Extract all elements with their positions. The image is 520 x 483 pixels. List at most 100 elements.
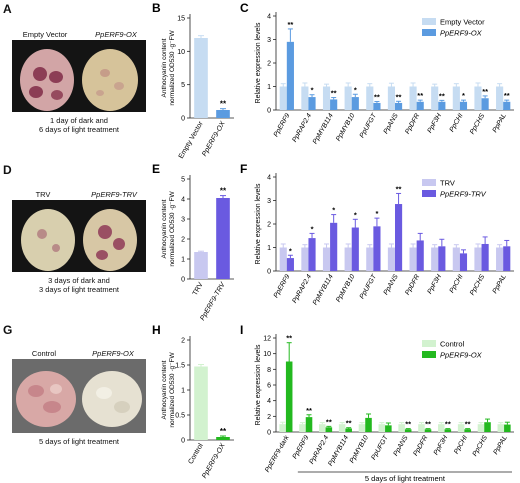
chart-i-xtick-label: PpERF9-dark: [264, 434, 291, 474]
chart-e-letter: E: [152, 162, 160, 176]
chart-f-xtick-label: PpCHS: [469, 273, 487, 297]
chart-i-legend-label: PpERF9-OX: [440, 351, 483, 360]
chart-c-xtick-label: PpCHI: [449, 112, 465, 133]
chart-f-bar: [286, 258, 294, 271]
chart-e-significance: **: [220, 187, 227, 196]
chart-c-bar: [409, 86, 417, 110]
chart-i-significance: **: [346, 419, 352, 428]
chart-c-legend-swatch: [422, 29, 436, 36]
chart-c-bar: [322, 86, 331, 110]
chart-f-significance: *: [354, 210, 357, 219]
chart-f-expression: F 0 1 2 3 4 Relative expression levels * PpERF9 *…: [240, 162, 514, 306]
chart-c-bar: [431, 86, 439, 110]
chart-c-significance: *: [462, 91, 465, 100]
chart-c-significance: *: [354, 85, 357, 94]
chart-h-letter: H: [152, 323, 161, 337]
chart-i-bar: [404, 429, 412, 432]
chart-c-bar: [279, 86, 287, 110]
chart-h-bar: [216, 437, 230, 440]
chart-f-ytick-label: 2: [267, 222, 271, 229]
chart-i-bar: [385, 425, 392, 432]
chart-c-bar: [416, 101, 424, 110]
chart-i-ylabel: Relative expression levels: [255, 344, 262, 425]
chart-f-xtick-label: PpDFR: [404, 273, 421, 296]
panel-letter-d: D: [3, 163, 12, 177]
chart-c-ylabel: Relative expression levels: [255, 22, 262, 103]
chart-h-ylabel-line2: normalized OD530 ·g⁻FW: [169, 351, 176, 427]
chart-i-legend-label: Control: [440, 340, 465, 349]
label-pperf9-trv: PpERF9-TRV: [91, 190, 137, 199]
chart-f-xtick-label: PpMYB114: [312, 273, 335, 306]
chart-e-ylabel-line2: normalized OD530 ·g⁻FW: [169, 190, 176, 266]
chart-e-ytick-label: 3: [181, 217, 185, 224]
chart-i-ytick-label: 4: [267, 398, 271, 405]
chart-e-anthocyanin: E 0 1 2 3 4 5 Anthocyanin content normalized OD5…: [152, 162, 234, 322]
chart-i-bar: [325, 427, 333, 432]
chart-b-bar: [194, 38, 208, 118]
chart-f-xtick-label: PpF3H: [426, 273, 443, 295]
chart-b-ylabel-line2: normalized OD530 ·g⁻FW: [169, 29, 176, 105]
chart-f-bar: [438, 246, 446, 271]
chart-i-group-label: 5 days of light treatment: [365, 474, 446, 483]
chart-i-ytick-label: 6: [267, 383, 271, 390]
chart-i-bar: [319, 424, 326, 432]
chart-c-significance: **: [482, 87, 488, 96]
chart-f-bar: [481, 243, 489, 271]
chart-f-xtick-label: PpERF9: [273, 273, 292, 299]
caption-a-line1: 1 day of dark and: [50, 116, 108, 125]
chart-c-bar: [366, 86, 374, 110]
caption-d-line2: 3 days of light treatment: [38, 285, 120, 294]
chart-c-significance: **: [439, 91, 445, 100]
chart-i-bar: [299, 424, 306, 432]
chart-f-xtick-label: PpMYB10: [335, 273, 356, 303]
chart-i-xtick-label: PpUFGT: [370, 434, 390, 461]
chart-c-bar: [351, 97, 359, 110]
chart-i-bar: [345, 428, 352, 432]
chart-f-bar: [395, 204, 403, 271]
chart-f-xtick-label: PpPAL: [492, 273, 509, 295]
chart-c-legend-swatch: [422, 18, 436, 25]
chart-c-significance: **: [287, 20, 293, 29]
chart-f-bar: [503, 246, 511, 271]
chart-c-bar: [481, 98, 489, 110]
chart-f-xtick-label: PpRAP2.4: [291, 273, 313, 304]
chart-h-ytick-label: 0.5: [175, 413, 185, 420]
chart-i-significance: **: [286, 334, 292, 343]
chart-f-bar: [373, 226, 381, 271]
chart-i-significance: **: [425, 420, 431, 429]
chart-i-significance: **: [465, 420, 471, 429]
chart-f-xtick-label: PpUFGT: [359, 273, 379, 300]
chart-c-bar: [459, 101, 468, 110]
chart-i-ytick-label: 0: [267, 430, 271, 437]
chart-f-bar: [452, 247, 460, 271]
chart-f-bar: [409, 247, 417, 271]
chart-i-significance: **: [445, 420, 451, 429]
chart-h-bar: [194, 366, 208, 440]
chart-f-bar: [344, 247, 352, 271]
chart-i-xtick-label: PpERF9: [292, 434, 311, 460]
label-trv: TRV: [35, 190, 51, 199]
chart-i-ytick-label: 2: [267, 414, 271, 421]
chart-e-bar: [194, 252, 208, 279]
chart-f-legend-swatch: [422, 179, 436, 186]
chart-i-ytick-label: 12: [263, 336, 271, 343]
chart-i-ytick-label: 8: [267, 367, 271, 374]
chart-c-bar: [387, 86, 395, 110]
chart-c-letter: C: [240, 1, 249, 15]
chart-f-legend-label: PpERF9-TRV: [440, 190, 487, 199]
label-control: Control: [31, 349, 57, 358]
chart-c-significance: *: [311, 86, 314, 95]
label-empty-vector: Empty Vector: [22, 30, 68, 39]
chart-c-ytick-label: 1: [267, 84, 271, 91]
chart-c-legend-label: Empty Vector: [440, 18, 485, 27]
chart-b-ytick-label: 10: [177, 49, 185, 56]
chart-i-bar: [398, 424, 405, 432]
caption-g: 5 days of light treatment: [38, 437, 120, 446]
chart-e-xtick-label: TRV: [192, 281, 205, 297]
chart-c-bar: [496, 86, 504, 110]
chart-c-xtick-label: PpMYB114: [312, 112, 335, 145]
chart-b-ytick-label: 5: [181, 82, 185, 89]
chart-f-significance: *: [311, 224, 314, 233]
chart-h-xtick-label: PpERF9-OX: [201, 442, 227, 479]
